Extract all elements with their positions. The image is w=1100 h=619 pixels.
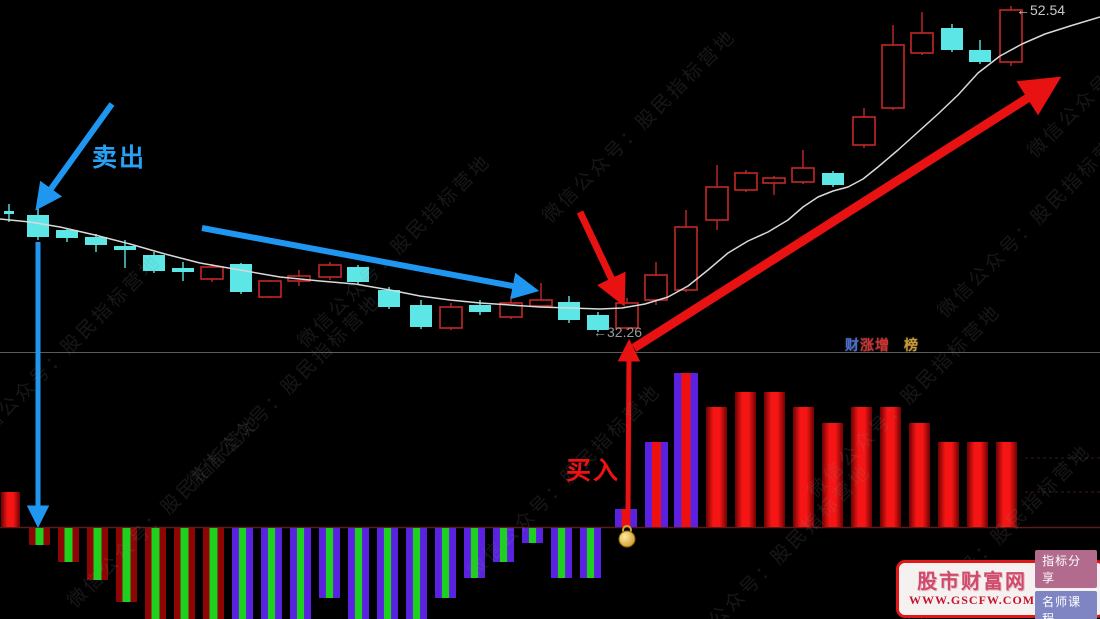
candle-body	[439, 306, 463, 329]
gold-medal-icon	[618, 530, 636, 548]
indicator-bar-up	[1, 492, 20, 527]
indicator-bar-up	[735, 392, 756, 527]
indicator-bar-down	[29, 528, 50, 545]
indicator-bar-down	[522, 528, 543, 543]
candle-body	[852, 116, 876, 146]
candle-body	[791, 167, 815, 183]
indicator-bar-up	[851, 407, 872, 527]
indicator-bar-down	[493, 528, 514, 562]
indicator-bar-up	[615, 509, 637, 527]
candle-body	[258, 280, 282, 298]
badge-teacher-course: 名师课程	[1035, 590, 1097, 619]
candle-body	[674, 226, 698, 291]
site-url: WWW.GSCFW.COM	[909, 592, 1036, 607]
candle-body	[644, 274, 668, 301]
indicator-legend-char: 涨	[860, 337, 875, 353]
indicator-bar-up	[764, 392, 785, 527]
indicator-bar-down	[58, 528, 79, 562]
candle-body	[587, 315, 609, 330]
indicator-bar-down	[116, 528, 137, 602]
indicator-bar-up	[793, 407, 814, 527]
candle-body	[200, 266, 224, 280]
candle-body	[705, 186, 729, 221]
candle-body	[318, 264, 342, 278]
ma-line	[0, 16, 1100, 310]
candle-body	[734, 172, 758, 191]
candle-body	[114, 246, 136, 250]
sell-annotation-arrow	[201, 225, 540, 300]
indicator-bar-down	[580, 528, 601, 578]
candle-body	[499, 302, 523, 318]
indicator-bar-down	[232, 528, 253, 619]
indicator-legend-char: 增	[875, 337, 890, 353]
indicator-bar-down	[145, 528, 166, 619]
site-logo-badges: 指标分享 名师课程	[1035, 549, 1097, 619]
candle-body	[910, 32, 934, 54]
site-logo-text-block: 股市财富网 WWW.GSCFW.COM	[909, 570, 1036, 607]
indicator-bar-up	[674, 373, 698, 527]
candle-body	[762, 177, 786, 184]
sell-annotation-label: 卖出	[92, 144, 147, 172]
candle-body	[529, 299, 553, 307]
indicator-bar-up	[967, 442, 988, 527]
candle-body	[999, 9, 1023, 63]
buy-annotation-arrow	[631, 76, 1062, 352]
indicator-bar-down	[377, 528, 398, 619]
candle-body	[378, 290, 400, 307]
indicator-bar-up	[880, 407, 901, 527]
site-logo-badge: 股市财富网 WWW.GSCFW.COM 指标分享 名师课程	[896, 549, 1100, 619]
indicator-bar-up	[996, 442, 1017, 527]
indicator-bar-down	[290, 528, 311, 619]
indicator-bar-up	[822, 423, 843, 527]
indicator-bar-down	[464, 528, 485, 578]
candle-body	[143, 255, 165, 271]
candle-body	[969, 50, 991, 62]
badge-indicator-share: 指标分享	[1035, 549, 1097, 588]
buy-annotation-arrow	[617, 339, 641, 513]
indicator-bar-down	[551, 528, 572, 578]
buy-annotation-arrow	[576, 210, 626, 307]
candle-body	[347, 267, 369, 282]
candle-body	[172, 268, 194, 272]
indicator-bar-down	[261, 528, 282, 619]
buy-annotation-label: 买入	[566, 457, 621, 485]
indicator-bar-down	[203, 528, 224, 619]
candle-body	[469, 305, 491, 312]
candle-body	[56, 230, 78, 238]
indicator-bar-up	[645, 442, 668, 527]
sell-annotation-arrow	[35, 102, 115, 211]
indicator-bar-up	[938, 442, 959, 527]
indicator-bar-down	[435, 528, 456, 598]
indicator-bar-up	[909, 423, 930, 527]
indicator-legend-char: 财	[845, 337, 860, 353]
candle-body	[4, 211, 14, 214]
candle-body	[615, 302, 639, 329]
candle-body	[941, 28, 963, 50]
high-price-label: ←52.54	[1016, 2, 1066, 18]
low-price-label: ←32.26	[593, 324, 643, 340]
site-name: 股市财富网	[917, 570, 1028, 593]
candle-body	[822, 173, 844, 185]
indicator-bar-up	[706, 407, 727, 527]
candle-body	[27, 215, 49, 237]
candle-body	[558, 302, 580, 320]
indicator-legend-char: 榜	[904, 337, 919, 353]
candle-body	[881, 44, 905, 109]
candle-body	[85, 237, 107, 245]
indicator-bar-down	[87, 528, 108, 580]
indicator-bar-down	[174, 528, 195, 619]
indicator-bar-down	[319, 528, 340, 598]
indicator-bar-down	[348, 528, 369, 619]
indicator-name-legend: 财涨增榜	[845, 335, 919, 355]
candle-body	[410, 305, 432, 327]
indicator-bar-down	[406, 528, 427, 619]
